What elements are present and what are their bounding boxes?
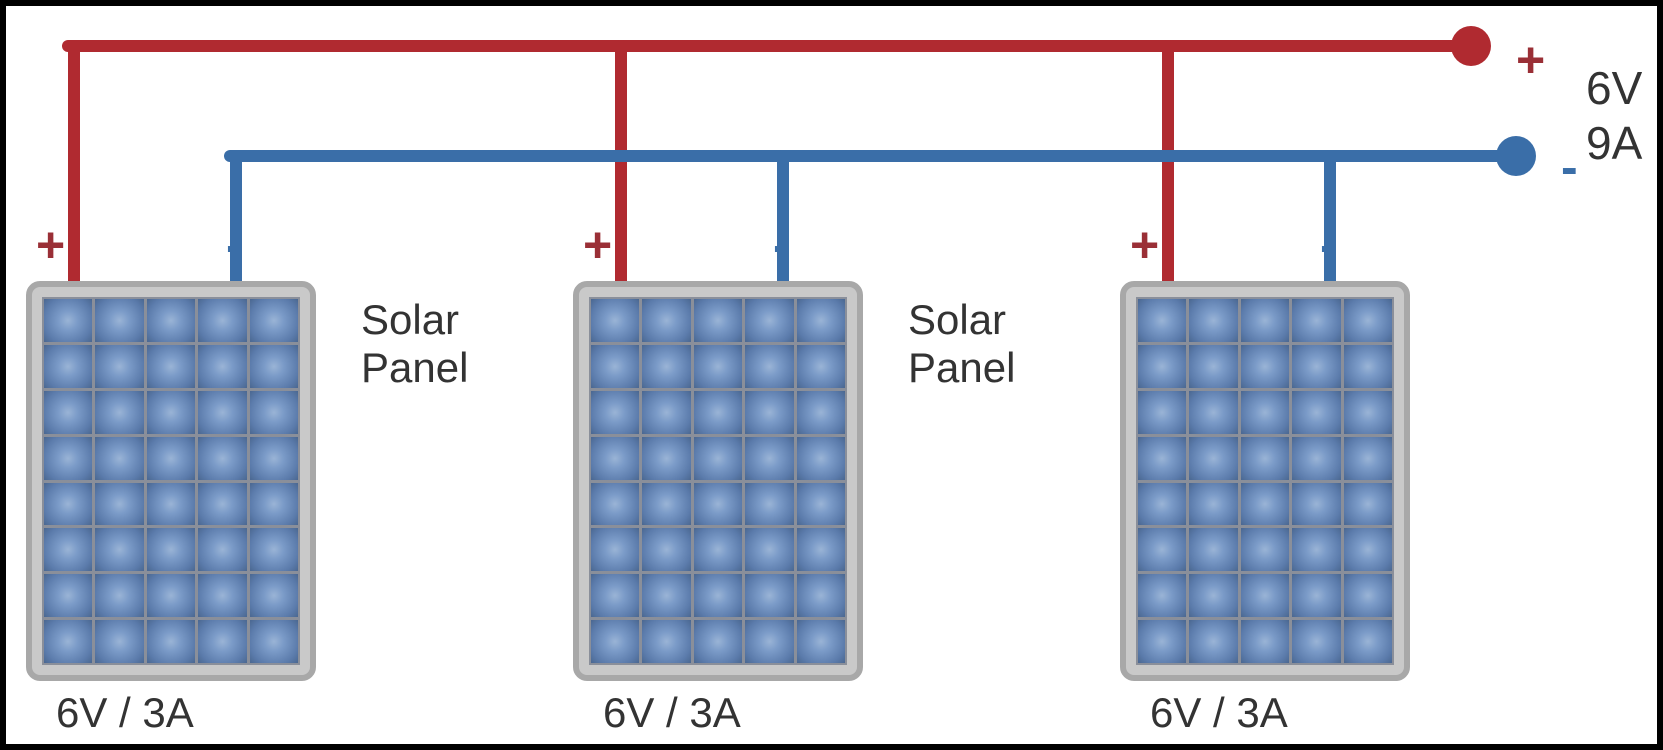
plus-symbol: + — [1130, 216, 1159, 274]
minus-symbol: - — [1320, 216, 1337, 274]
panel-rating: 6V / 3A — [1150, 689, 1288, 737]
solar-label-line2: Panel — [361, 344, 468, 392]
solar-label-line2: Panel — [908, 344, 1015, 392]
panel-rating: 6V / 3A — [56, 689, 194, 737]
solar-panel — [1120, 281, 1410, 681]
output-plus-symbol: + — [1516, 31, 1545, 89]
output-voltage: 6V — [1586, 61, 1642, 115]
diagram-frame: 6V / 3A+-6V / 3A+-6V / 3A+- SolarPanelSo… — [0, 0, 1663, 750]
solar-label-line1: Solar — [361, 296, 468, 344]
solar-panel-label: SolarPanel — [908, 296, 1015, 393]
plus-symbol: + — [36, 216, 65, 274]
panel-rating: 6V / 3A — [603, 689, 741, 737]
solar-panel — [573, 281, 863, 681]
minus-symbol: - — [226, 216, 243, 274]
solar-panel — [26, 281, 316, 681]
output-current: 9A — [1586, 116, 1642, 170]
plus-symbol: + — [583, 216, 612, 274]
minus-symbol: - — [773, 216, 790, 274]
solar-panel-label: SolarPanel — [361, 296, 468, 393]
solar-label-line1: Solar — [908, 296, 1015, 344]
output-minus-symbol: - — [1561, 138, 1578, 196]
